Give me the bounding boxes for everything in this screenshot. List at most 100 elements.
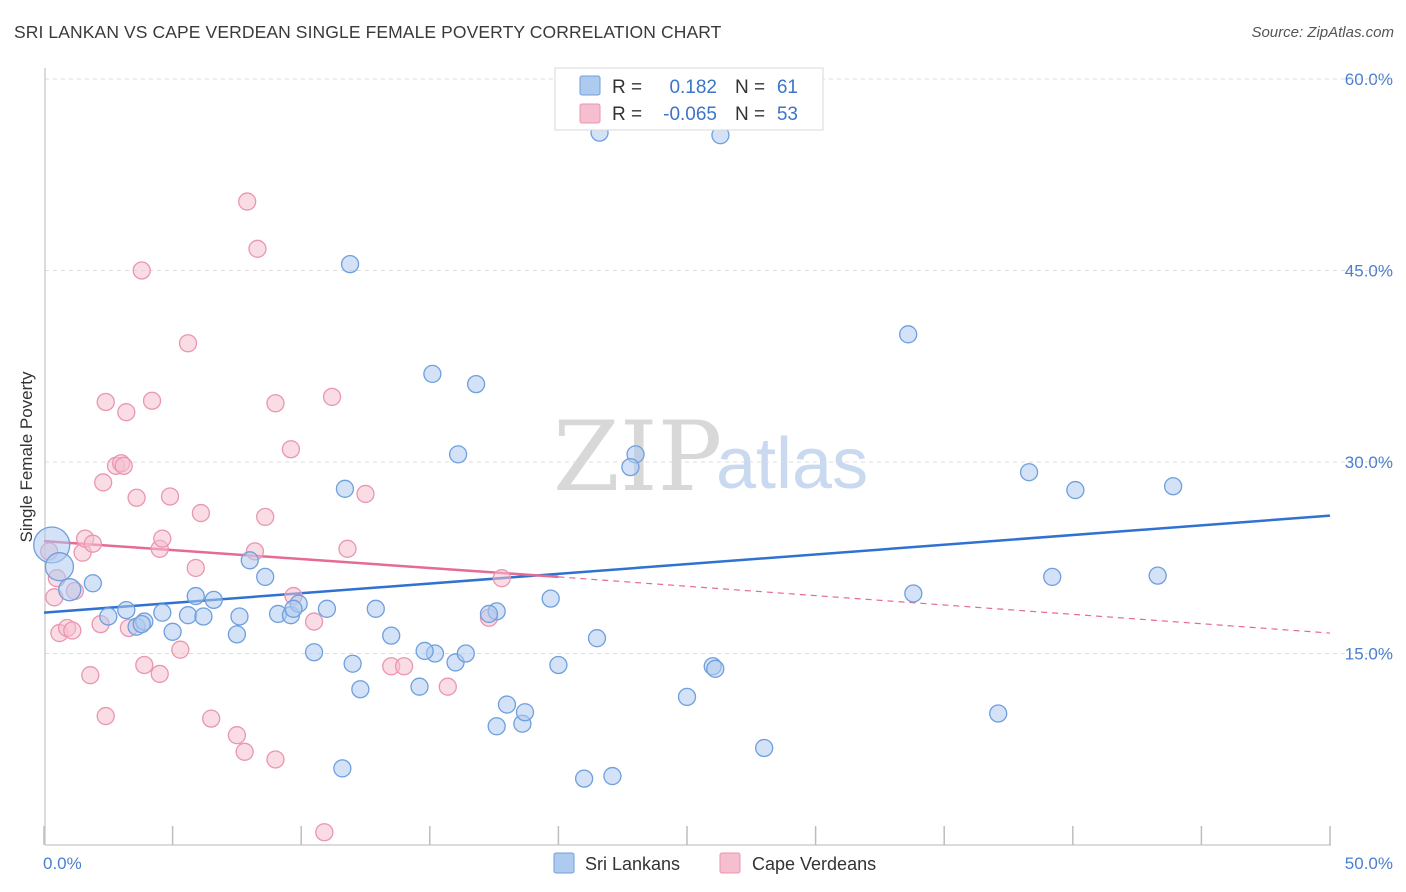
sri-lankans-point-36: [340, 254, 360, 274]
sri-lankans-point-60: [904, 584, 923, 603]
sri-lankans-point-50: [574, 769, 594, 788]
sri-lankans-point-3: [83, 574, 103, 593]
cape-verdeans-point-13: [96, 392, 115, 412]
sri-lankans-point-37: [423, 364, 442, 384]
cape-verdeans-point-20: [127, 488, 146, 507]
sri-lankans-point-62: [1043, 567, 1062, 587]
cape-verdeans-point-9: [81, 666, 100, 685]
sri-lankans-point-8: [153, 603, 172, 622]
sri-lankans-point-63: [1066, 480, 1085, 500]
cape-verdeans-point-31: [191, 503, 211, 523]
legend-r-label-1: R =: [612, 77, 642, 98]
y-axis-label: Single Female Poverty: [17, 371, 36, 543]
cape-verdeans-point-39: [266, 394, 285, 413]
sri-lankans-point-10: [163, 622, 182, 641]
cape-verdeans-point-33: [227, 726, 247, 745]
sri-lankans-point-47: [549, 655, 568, 675]
sri-lankans-point-59: [899, 325, 918, 344]
sri-lankans-point-38: [466, 374, 486, 394]
trend-lines: [43, 514, 1331, 634]
sri-lankans-point-4: [99, 607, 118, 626]
cape-verdeans-point-41: [281, 440, 301, 459]
sri-lankans-point-16: [230, 607, 249, 626]
cape-verdeans-point-37: [248, 239, 267, 258]
cape-verdeans-point-50: [492, 569, 511, 588]
sri-lankans-point-17: [240, 551, 259, 570]
legend-swatch-pink: [579, 103, 601, 124]
sri-lankans-point-18: [256, 567, 275, 587]
sri-lankans-point-28: [335, 479, 355, 498]
sri-lankans-point-34: [415, 641, 434, 661]
sri-lankans-point-22: [304, 643, 324, 662]
cape-verdeans-point-43: [315, 823, 334, 842]
legend-n-value-1: 61: [777, 77, 798, 98]
legend-n-label-2: N =: [735, 104, 765, 125]
y-tick-label-30: 30.0%: [1345, 453, 1393, 472]
sri-lankans-point-9: [132, 614, 151, 634]
legend-r-value-1: 0.182: [669, 77, 717, 98]
sri-lankans-point-46: [541, 589, 560, 608]
bottom-legend-swatch-cape-verdeans: [719, 852, 741, 874]
sri-lankans-point-15: [227, 625, 247, 644]
sri-lankans-point-65: [1163, 477, 1183, 496]
cape-verdeans-point-10: [83, 534, 103, 553]
sri-lankans-point-39: [448, 445, 468, 464]
sri-lankans-point-26: [351, 680, 370, 699]
sri-lankans-point-43: [487, 717, 506, 736]
legend-n-label-1: N =: [735, 77, 765, 98]
cape-verdeans-point-28: [171, 640, 190, 659]
cape-verdeans-point-45: [338, 539, 357, 558]
y-tick-label-15: 15.0%: [1345, 645, 1393, 664]
sri-lankans-point-49: [587, 629, 607, 648]
cape-verdeans-point-38: [256, 507, 275, 527]
cape-verdeans-point-14: [96, 706, 115, 726]
cape-verdeans-point-51: [394, 657, 414, 676]
cape-verdeans-point-17: [114, 456, 133, 475]
bottom-legend-swatch-sri-lankans: [553, 852, 575, 874]
sri-lankans-point-29: [382, 626, 401, 645]
sri-lankans-point-31: [410, 677, 429, 696]
sri-lankans-point-53: [603, 766, 622, 786]
sri-lankans-point-24: [284, 599, 303, 618]
sri-lankans-point-2: [58, 578, 82, 602]
cape-verdeans-point-34: [235, 742, 254, 761]
sri-lankans-point-13: [186, 586, 205, 606]
sri-lankans-point-56: [706, 659, 725, 678]
sri-lankans-point-41: [479, 604, 499, 624]
sri-lankans-point-11: [178, 606, 198, 625]
sri-lankans-point-27: [366, 599, 385, 618]
cape-verdeans-point-29: [178, 334, 198, 353]
x-tick-label-0: 0.0%: [43, 854, 82, 873]
sri-lankans-point-30: [333, 759, 352, 778]
cape-verdeans-point-44: [322, 387, 342, 407]
sri-lankans-point-5: [117, 600, 136, 620]
cape-verdeans-point-23: [142, 391, 162, 410]
sri-lankans-trend-line: [43, 514, 1331, 614]
cape-verdeans-point-30: [186, 558, 205, 578]
sri-lankans-point-61: [1019, 463, 1039, 482]
bottom-legend-label-cape-verdeans: Cape Verdeans: [752, 854, 876, 874]
sri-lankans-point-45: [515, 703, 535, 722]
gridlines: 15.0%30.0%45.0%60.0%: [45, 70, 1393, 664]
cape-verdeans-point-26: [150, 664, 169, 684]
data-points: [33, 123, 1183, 842]
watermark: ZIP atlas: [553, 401, 868, 513]
cape-verdeans-point-25: [153, 529, 172, 548]
y-tick-label-45: 45.0%: [1345, 262, 1393, 281]
cape-verdeans-point-22: [135, 655, 154, 675]
bottom-legend: Sri Lankans Cape Verdeans: [553, 852, 876, 874]
cape-verdeans-point-40: [266, 750, 285, 769]
sri-lankans-point-12: [194, 607, 213, 626]
legend: R = 0.182 N = 61 R = -0.065 N = 53: [554, 67, 824, 131]
legend-swatch-blue: [579, 75, 601, 96]
cape-verdeans-point-5: [63, 621, 82, 640]
legend-n-value-2: 53: [777, 104, 798, 125]
chart-title: SRI LANKAN VS CAPE VERDEAN SINGLE FEMALE…: [14, 22, 722, 42]
cape-verdeans-point-48: [438, 677, 457, 696]
sri-lankans-point-35: [456, 644, 475, 663]
x-tick-label-50: 50.0%: [1345, 854, 1393, 873]
cape-verdeans-point-46: [356, 484, 375, 504]
legend-r-value-2: -0.065: [663, 104, 717, 125]
sri-lankans-point-1: [44, 552, 75, 582]
